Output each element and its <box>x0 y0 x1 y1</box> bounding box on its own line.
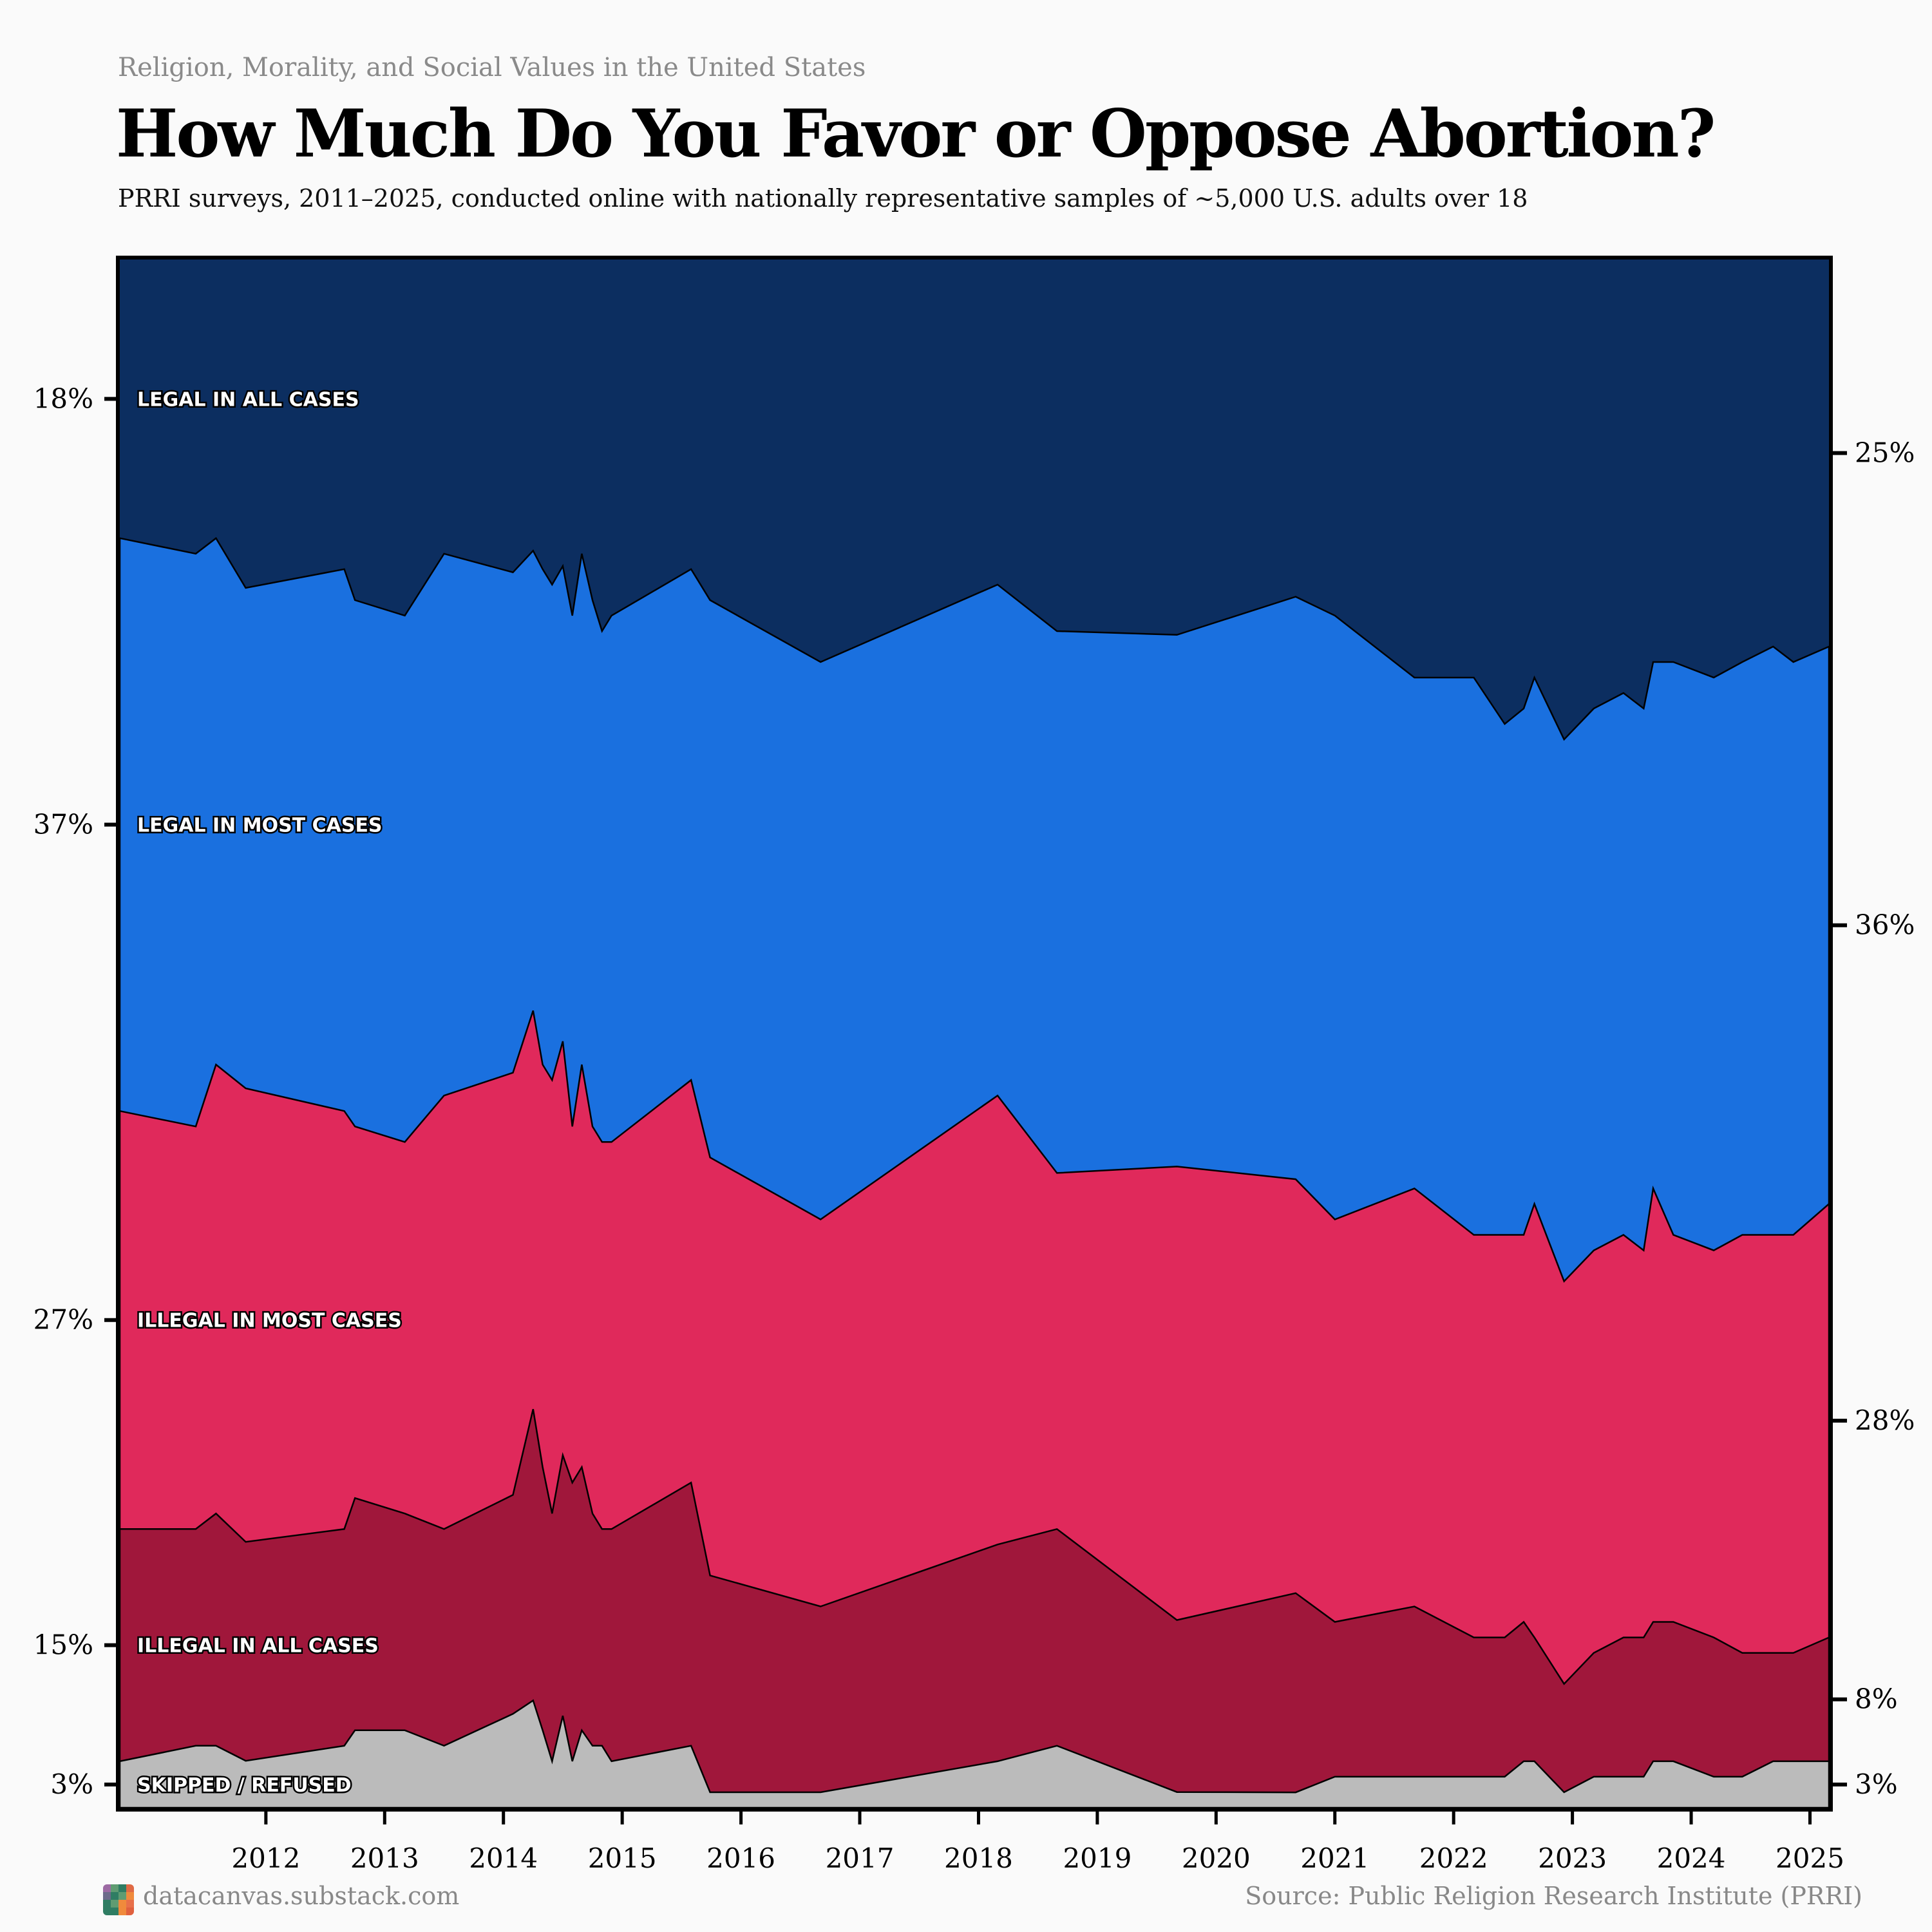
left-axis-label: 18% <box>33 383 93 414</box>
left-axis-label: 15% <box>33 1629 93 1661</box>
right-axis-label: 36% <box>1855 909 1915 941</box>
x-tick-label: 2021 <box>1300 1842 1369 1874</box>
footer-source: Source: Public Religion Research Institu… <box>1245 1882 1862 1910</box>
x-tick-label: 2013 <box>350 1842 419 1874</box>
datacanvas-logo-icon <box>103 1884 134 1915</box>
right-axis-label: 28% <box>1855 1405 1915 1436</box>
area-layers <box>118 260 1830 1809</box>
x-tick-label: 2012 <box>231 1842 300 1874</box>
series-label: LEGAL IN ALL CASES <box>137 388 359 411</box>
right-axis-label: 3% <box>1855 1768 1898 1800</box>
logo-pixel <box>118 1892 126 1900</box>
area-skipped-refused <box>118 1699 1830 1809</box>
x-tick-label: 2015 <box>588 1842 657 1874</box>
x-tick-label: 2023 <box>1538 1842 1607 1874</box>
chart-description: PRRI surveys, 2011–2025, conducted onlin… <box>118 184 1528 213</box>
logo-pixel <box>103 1892 111 1900</box>
x-axis: 2012 2013 2014 2015 2016 2017 2018 2019 2020 2021… <box>231 1810 1844 1874</box>
left-axis-label: 27% <box>33 1304 93 1336</box>
series-labels: SKIPPED / REFUSED ILLEGAL IN ALL CASES ILL… <box>136 387 404 1799</box>
x-tick-label: 2018 <box>944 1842 1013 1874</box>
logo-pixel <box>118 1908 126 1915</box>
x-tick-label: 2020 <box>1182 1842 1251 1874</box>
series-label: ILLEGAL IN ALL CASES <box>137 1635 379 1658</box>
series-label: ILLEGAL IN MOST CASES <box>137 1310 402 1332</box>
right-axis-label: 25% <box>1855 437 1915 469</box>
logo-pixel <box>103 1884 111 1892</box>
logo-pixel <box>111 1908 118 1915</box>
left-axis: 3% 15% 27% 37% 18% <box>33 383 118 1800</box>
x-tick-label: 2019 <box>1063 1842 1132 1874</box>
logo-pixel <box>111 1884 118 1892</box>
logo-pixel <box>118 1884 126 1892</box>
right-axis: 3% 8% 28% 36% 25% <box>1831 437 1915 1800</box>
logo-pixel <box>118 1900 126 1908</box>
x-tick-label: 2014 <box>469 1842 538 1874</box>
logo-pixel <box>126 1892 134 1900</box>
left-axis-label: 37% <box>33 808 93 840</box>
x-tick-label: 2016 <box>706 1842 775 1874</box>
series-label: SKIPPED / REFUSED <box>137 1774 352 1797</box>
x-tick-label: 2024 <box>1657 1842 1726 1874</box>
logo-pixel <box>126 1884 134 1892</box>
area-illegal-in-all-cases <box>118 1408 1830 1809</box>
logo-pixel <box>126 1900 134 1908</box>
logo-pixel <box>126 1908 134 1915</box>
left-axis-label: 3% <box>50 1768 93 1800</box>
series-label: LEGAL IN MOST CASES <box>137 814 383 837</box>
logo-pixel <box>103 1908 111 1915</box>
chart-kicker: Religion, Morality, and Social Values in… <box>118 53 866 82</box>
right-axis-label: 8% <box>1855 1683 1898 1715</box>
chart-title: How Much Do You Favor or Oppose Abortion… <box>116 95 1716 173</box>
plot-frame <box>116 256 1833 1812</box>
x-tick-label: 2017 <box>826 1842 895 1874</box>
footer-site-link[interactable]: datacanvas.substack.com <box>143 1882 460 1910</box>
logo-pixel <box>111 1892 118 1900</box>
logo-pixel <box>103 1900 111 1908</box>
x-tick-label: 2022 <box>1419 1842 1488 1874</box>
logo-pixel <box>111 1900 118 1908</box>
x-tick-label: 2025 <box>1776 1842 1844 1874</box>
